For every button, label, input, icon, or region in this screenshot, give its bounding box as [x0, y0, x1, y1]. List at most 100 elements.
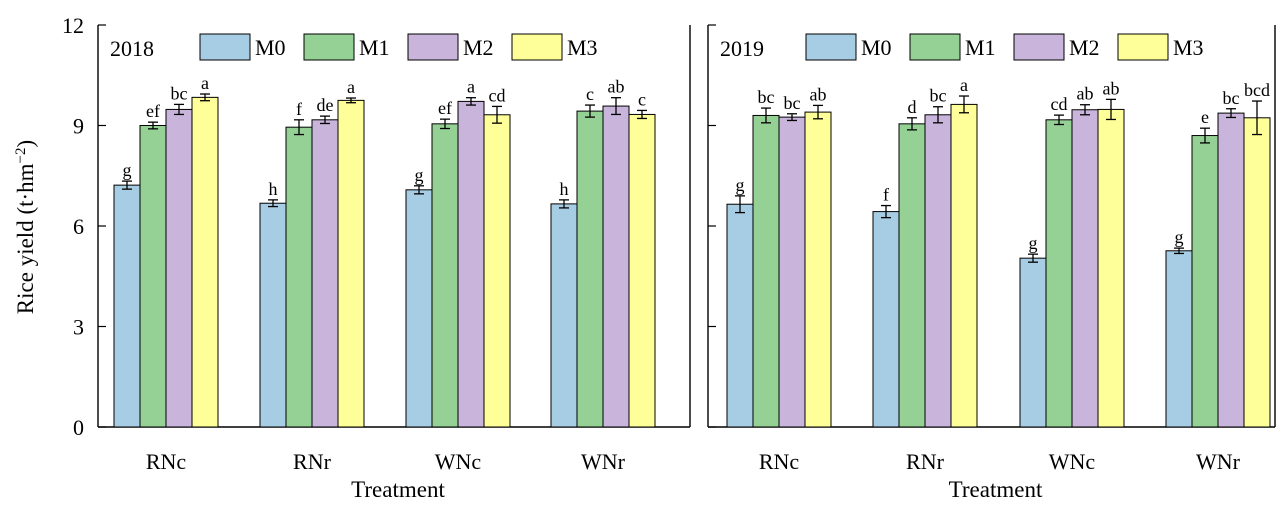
- bar-m1-rnr: [285, 126, 313, 428]
- significance-letter: f: [883, 185, 889, 205]
- significance-letter: a: [347, 77, 355, 97]
- legend-swatch-m3: [1117, 33, 1169, 61]
- bar-m0-wnr: [550, 203, 578, 428]
- significance-letter: ab: [608, 77, 625, 97]
- bar-m2-wnc: [1071, 109, 1099, 428]
- significance-letter: ef: [146, 101, 160, 121]
- legend-label-m1: M1: [965, 35, 996, 60]
- significance-letter: g: [415, 165, 424, 185]
- significance-letter: e: [1201, 107, 1209, 127]
- significance-letter: h: [560, 179, 569, 199]
- significance-letter: g: [1029, 233, 1038, 253]
- legend-swatch-m1: [909, 33, 961, 61]
- significance-letter: g: [1175, 227, 1184, 247]
- bar-m3-wnr: [628, 113, 656, 428]
- bar-m0-wnr: [1165, 250, 1193, 428]
- significance-letter: ab: [1077, 84, 1094, 104]
- significance-letter: bc: [1223, 88, 1240, 108]
- significance-letter: f: [296, 99, 302, 119]
- bar-m0-rnr: [872, 211, 900, 428]
- bar-m2-wnr: [602, 105, 630, 428]
- bar-m2-rnr: [924, 114, 952, 428]
- significance-letter: bc: [784, 93, 801, 113]
- y-tick-label: 6: [73, 214, 84, 239]
- bar-m0-rnc: [726, 203, 754, 428]
- x-tick-label: RNc: [759, 449, 800, 474]
- significance-letter: bc: [930, 86, 947, 106]
- y-tick-label: 3: [73, 315, 84, 340]
- year-label: 2019: [720, 36, 764, 61]
- bar-m2-rnc: [778, 116, 806, 428]
- legend-swatch-m2: [407, 33, 459, 61]
- legend-label-m1: M1: [359, 35, 390, 60]
- bar-m0-rnc: [113, 184, 141, 428]
- significance-letter: g: [123, 160, 132, 180]
- y-axis-title: Rice yield (t·hm−2): [13, 140, 38, 314]
- bar-m3-rnr: [337, 99, 365, 428]
- significance-letter: bc: [171, 83, 188, 103]
- y-axis-title-exponent: −2: [13, 147, 29, 163]
- legend-label-m0: M0: [861, 35, 892, 60]
- significance-letter: a: [201, 73, 209, 93]
- y-tick-label: 0: [73, 415, 84, 440]
- legend-label-m0: M0: [255, 35, 286, 60]
- bar-m1-rnr: [898, 123, 926, 428]
- x-axis-title: Treatment: [351, 477, 445, 500]
- x-tick-label: WNc: [435, 449, 482, 474]
- y-tick-label: 9: [73, 114, 84, 139]
- legend-swatch-m1: [303, 33, 355, 61]
- bar-m1-wnr: [1191, 135, 1219, 428]
- x-tick-label: RNc: [146, 449, 187, 474]
- legend-label-m3: M3: [1173, 35, 1204, 60]
- bar-m3-wnc: [1097, 108, 1125, 428]
- significance-letter: h: [269, 179, 278, 199]
- y-tick-label: 12: [62, 13, 84, 38]
- bar-m1-rnc: [139, 125, 167, 428]
- bar-m2-wnc: [457, 100, 485, 428]
- bar-m0-wnc: [405, 189, 433, 428]
- bar-m3-rnr: [950, 103, 978, 428]
- significance-letter: ef: [438, 98, 452, 118]
- bar-m3-wnr: [1243, 117, 1271, 428]
- x-tick-label: WNr: [1196, 449, 1241, 474]
- x-axis-title: Treatment: [949, 477, 1043, 500]
- bar-m0-rnr: [259, 202, 287, 428]
- legend-label-m2: M2: [463, 35, 494, 60]
- legend-swatch-m0: [199, 33, 251, 61]
- legend-swatch-m3: [511, 33, 563, 61]
- significance-letter: ab: [810, 84, 827, 104]
- bar-m2-rnc: [165, 108, 193, 428]
- significance-letter: bc: [758, 87, 775, 107]
- bar-m1-wnr: [576, 110, 604, 428]
- significance-letter: bcd: [1244, 80, 1270, 100]
- bar-m1-wnc: [431, 123, 459, 428]
- significance-letter: a: [960, 75, 968, 95]
- significance-letter: cd: [1051, 94, 1068, 114]
- x-tick-label: WNc: [1049, 449, 1096, 474]
- bar-m3-rnc: [191, 96, 219, 428]
- x-tick-label: RNr: [906, 449, 945, 474]
- bar-m0-wnc: [1019, 257, 1047, 428]
- bar-m2-wnr: [1217, 112, 1245, 428]
- significance-letter: de: [317, 95, 334, 115]
- bar-m1-wnc: [1045, 119, 1073, 428]
- legend-label-m3: M3: [567, 35, 598, 60]
- significance-letter: a: [467, 77, 475, 97]
- bar-m3-rnc: [804, 111, 832, 428]
- x-tick-label: WNr: [581, 449, 626, 474]
- significance-letter: c: [638, 89, 646, 109]
- significance-letter: c: [586, 84, 594, 104]
- x-tick-label: RNr: [293, 449, 332, 474]
- bar-m3-wnc: [483, 114, 511, 428]
- significance-letter: g: [736, 175, 745, 195]
- legend-swatch-m2: [1013, 33, 1065, 61]
- significance-letter: cd: [489, 85, 506, 105]
- year-label: 2018: [110, 36, 154, 61]
- legend-swatch-m0: [805, 33, 857, 61]
- bar-m1-rnc: [752, 114, 780, 428]
- significance-letter: ab: [1103, 78, 1120, 98]
